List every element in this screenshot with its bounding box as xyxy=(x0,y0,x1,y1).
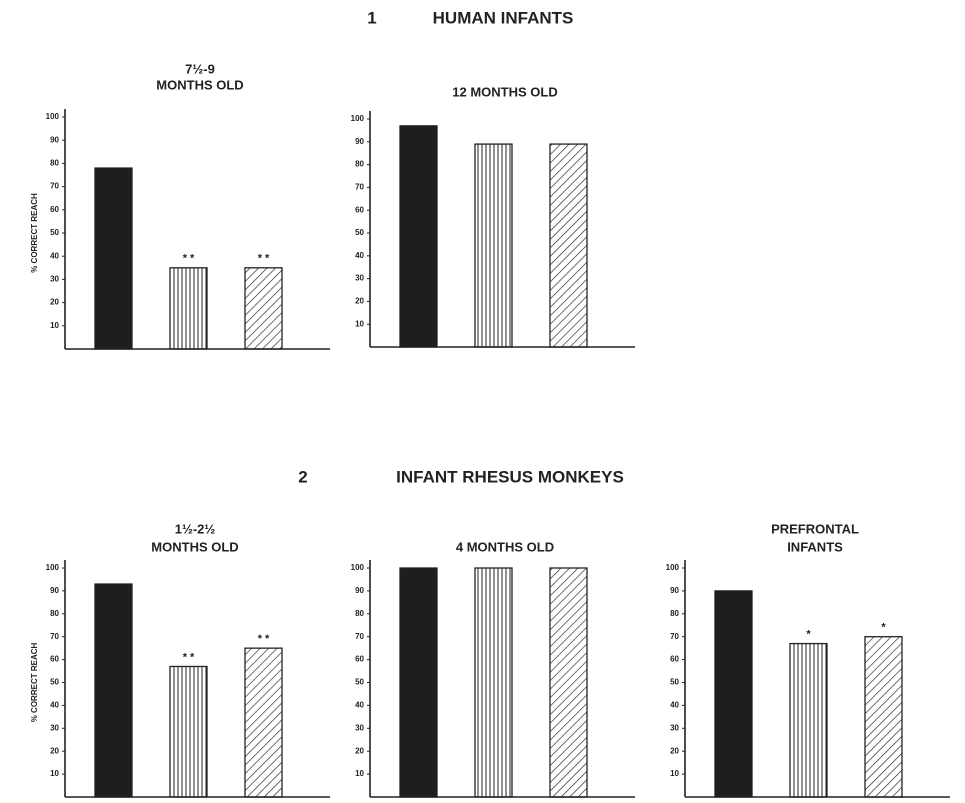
y-tick-label: 10 xyxy=(50,321,59,330)
y-tick-label: 70 xyxy=(355,632,364,641)
bar xyxy=(549,567,588,798)
chart-title: 7½-9 xyxy=(185,61,215,76)
y-tick-label: 90 xyxy=(355,586,364,595)
significance-marker: * * xyxy=(258,253,270,265)
y-tick-label: 20 xyxy=(50,298,59,307)
section-title: INFANT RHESUS MONKEYS xyxy=(396,467,624,486)
section-number: 2 xyxy=(298,467,307,486)
y-tick-label: 100 xyxy=(46,563,60,572)
y-axis-label: % CORRECT REACH xyxy=(30,643,39,723)
y-tick-label: 50 xyxy=(50,678,59,687)
y-tick-label: 40 xyxy=(50,701,59,710)
chart-title: PREFRONTAL xyxy=(771,521,859,536)
y-tick-label: 70 xyxy=(355,183,364,192)
y-tick-label: 60 xyxy=(670,655,679,664)
bar xyxy=(474,567,513,798)
y-tick-label: 50 xyxy=(355,228,364,237)
chart-title: MONTHS OLD xyxy=(151,539,238,554)
y-tick-label: 60 xyxy=(50,655,59,664)
section-title: HUMAN INFANTS xyxy=(433,8,574,27)
bar xyxy=(399,125,438,348)
y-tick-label: 50 xyxy=(670,678,679,687)
y-tick-label: 70 xyxy=(50,632,59,641)
y-axis-label: % CORRECT REACH xyxy=(30,193,39,273)
y-tick-label: 70 xyxy=(50,182,59,191)
y-tick-label: 90 xyxy=(670,586,679,595)
y-tick-label: 20 xyxy=(670,746,679,755)
significance-marker: * xyxy=(806,628,811,640)
bar xyxy=(474,143,513,348)
y-tick-label: 70 xyxy=(670,632,679,641)
y-tick-label: 30 xyxy=(50,275,59,284)
y-tick-label: 10 xyxy=(50,769,59,778)
y-tick-label: 100 xyxy=(46,112,60,121)
y-tick-label: 20 xyxy=(355,746,364,755)
y-tick-label: 80 xyxy=(355,160,364,169)
y-tick-label: 30 xyxy=(670,723,679,732)
bar xyxy=(399,567,438,798)
bar xyxy=(94,167,133,350)
y-tick-label: 90 xyxy=(50,135,59,144)
y-tick-label: 30 xyxy=(50,723,59,732)
section-number: 1 xyxy=(367,8,376,27)
chart-title: 12 MONTHS OLD xyxy=(452,84,557,99)
y-tick-label: 80 xyxy=(50,609,59,618)
y-tick-label: 50 xyxy=(50,228,59,237)
y-tick-label: 50 xyxy=(355,678,364,687)
y-tick-label: 100 xyxy=(351,563,365,572)
chart-title: 4 MONTHS OLD xyxy=(456,539,554,554)
y-tick-label: 80 xyxy=(670,609,679,618)
y-tick-label: 40 xyxy=(50,251,59,260)
y-tick-label: 30 xyxy=(355,723,364,732)
significance-marker: * * xyxy=(258,633,270,645)
y-tick-label: 10 xyxy=(355,319,364,328)
y-tick-label: 100 xyxy=(351,114,365,123)
y-tick-label: 80 xyxy=(355,609,364,618)
y-tick-label: 30 xyxy=(355,274,364,283)
y-tick-label: 40 xyxy=(355,701,364,710)
significance-marker: * xyxy=(881,622,886,634)
bar xyxy=(714,590,753,798)
chart-title: MONTHS OLD xyxy=(156,77,243,92)
y-tick-label: 10 xyxy=(355,769,364,778)
bar xyxy=(244,647,283,798)
y-tick-label: 90 xyxy=(355,137,364,146)
chart-title: 1½-2½ xyxy=(175,521,216,536)
bar xyxy=(94,583,133,798)
y-tick-label: 10 xyxy=(670,769,679,778)
y-tick-label: 60 xyxy=(50,205,59,214)
bar xyxy=(549,143,588,348)
y-tick-label: 20 xyxy=(50,746,59,755)
significance-marker: * * xyxy=(183,651,195,663)
bar xyxy=(244,267,283,350)
y-tick-label: 90 xyxy=(50,586,59,595)
chart-title: INFANTS xyxy=(787,539,843,554)
significance-marker: * * xyxy=(183,253,195,265)
bar xyxy=(864,636,903,798)
bar xyxy=(169,267,208,350)
y-tick-label: 20 xyxy=(355,297,364,306)
y-tick-label: 80 xyxy=(50,159,59,168)
y-tick-label: 100 xyxy=(666,563,680,572)
y-tick-label: 40 xyxy=(670,701,679,710)
bar xyxy=(169,665,208,798)
y-tick-label: 60 xyxy=(355,205,364,214)
bar xyxy=(789,642,828,798)
y-tick-label: 60 xyxy=(355,655,364,664)
y-tick-label: 40 xyxy=(355,251,364,260)
